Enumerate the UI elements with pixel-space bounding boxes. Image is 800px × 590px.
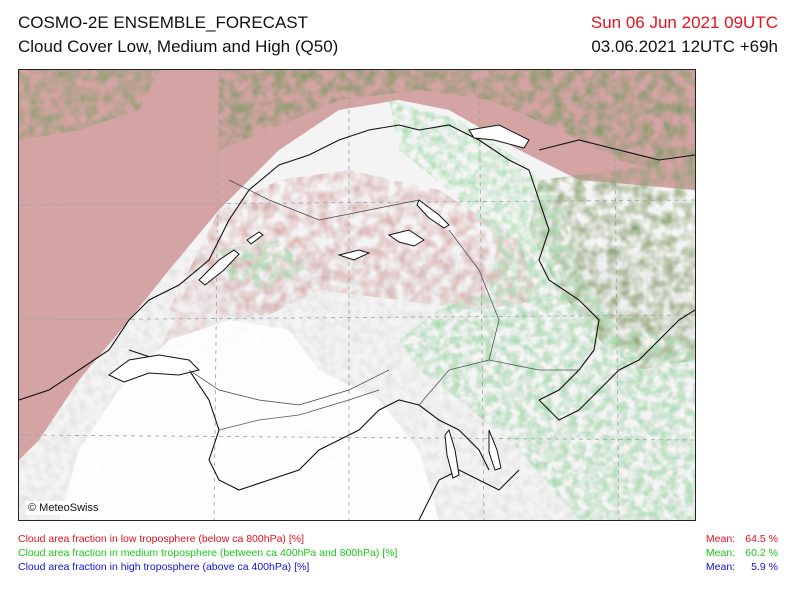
lake-biel bbox=[246, 231, 264, 245]
mean-value: 64.5 % bbox=[745, 533, 778, 545]
lake-lucerne bbox=[387, 229, 425, 247]
copyright-label: © MeteoSwiss bbox=[25, 501, 102, 515]
lakes bbox=[108, 124, 530, 479]
lake-neuchatel bbox=[198, 249, 240, 286]
mean-label: Mean: bbox=[705, 533, 736, 545]
mean-label: Mean: bbox=[705, 547, 736, 559]
country-borders bbox=[19, 124, 695, 520]
lat-lon-grid bbox=[19, 70, 695, 520]
mean-high-cloud: Mean: 5.9 % bbox=[706, 561, 778, 573]
lake-thun bbox=[337, 249, 371, 261]
chart-subtitle: Cloud Cover Low, Medium and High (Q50) bbox=[18, 37, 339, 56]
lake-maggiore bbox=[444, 428, 460, 479]
regional-borders bbox=[218, 229, 579, 431]
cloud-cover-map: © MeteoSwiss bbox=[18, 69, 696, 521]
run-time: 03.06.2021 12UTC +69h bbox=[591, 37, 778, 56]
legend-mid-cloud: Cloud area fraction in medium tropospher… bbox=[18, 547, 398, 559]
mid-cloud-area bbox=[219, 100, 695, 520]
lake-geneva bbox=[108, 354, 200, 383]
chart-title: COSMO-2E ENSEMBLE_FORECAST bbox=[18, 13, 309, 32]
mean-low-cloud: Mean: 64.5 % bbox=[706, 533, 778, 545]
valid-time: Sun 06 Jun 2021 09UTC bbox=[590, 13, 778, 32]
mean-value: 60.2 % bbox=[745, 547, 778, 559]
legend-high-cloud: Cloud area fraction in high troposphere … bbox=[18, 561, 310, 573]
lake-constance bbox=[468, 124, 530, 149]
lake-como bbox=[488, 429, 502, 471]
mean-value: 5.9 % bbox=[751, 561, 778, 573]
rivers bbox=[188, 179, 420, 406]
low-cloud-area bbox=[19, 70, 695, 460]
mean-label: Mean: bbox=[705, 561, 736, 573]
legend-low-cloud: Cloud area fraction in low troposphere (… bbox=[18, 533, 304, 545]
mean-mid-cloud: Mean: 60.2 % bbox=[706, 547, 778, 559]
overlap-cloud-area bbox=[19, 70, 695, 370]
map-canvas bbox=[19, 70, 695, 520]
lake-zurich bbox=[416, 199, 450, 229]
